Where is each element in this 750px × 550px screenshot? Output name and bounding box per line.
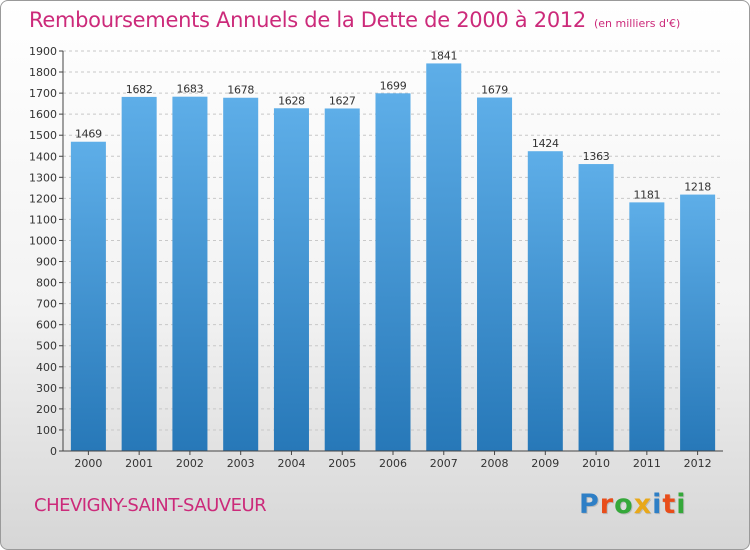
y-tick-label: 1300 bbox=[29, 171, 57, 184]
y-tick-label: 1400 bbox=[29, 150, 57, 163]
bar-2012 bbox=[680, 194, 716, 451]
x-tick-label: 2000 bbox=[74, 457, 102, 470]
data-label-2011: 1181 bbox=[633, 188, 660, 201]
x-tick-label: 2005 bbox=[328, 457, 356, 470]
bars: 1469 1682 1683 1678 1628 1627 1699 1841 1679 1424… bbox=[70, 49, 716, 452]
y-tick-label: 600 bbox=[36, 319, 57, 332]
bar-2001 bbox=[121, 96, 157, 451]
y-tick-label: 1800 bbox=[29, 66, 57, 79]
axes: 0 100 200 300 400 500 600 700 800 900 1000 1100 1200… bbox=[29, 45, 723, 470]
x-tick-label: 2009 bbox=[531, 457, 559, 470]
y-tick-label: 400 bbox=[36, 361, 57, 374]
y-tick-label: 200 bbox=[36, 403, 57, 416]
logo-letter: t bbox=[662, 489, 677, 520]
data-label-2000: 1469 bbox=[75, 128, 102, 141]
y-tick-label: 300 bbox=[36, 382, 57, 395]
data-label-2002: 1683 bbox=[177, 83, 204, 96]
bar-2005 bbox=[324, 108, 360, 451]
data-label-2003: 1678 bbox=[227, 84, 254, 97]
data-label-2009: 1424 bbox=[532, 137, 559, 150]
data-label-2005: 1627 bbox=[329, 94, 356, 107]
y-tick-label: 0 bbox=[50, 445, 57, 458]
data-label-2006: 1699 bbox=[380, 79, 407, 92]
title-text: Remboursements Annuels de la Dette de 20… bbox=[29, 8, 586, 32]
logo-letter: x bbox=[633, 489, 653, 520]
x-tick-label: 2012 bbox=[684, 457, 712, 470]
y-tick-label: 100 bbox=[36, 424, 57, 437]
bar-2008 bbox=[477, 97, 513, 452]
y-tick-label: 900 bbox=[36, 256, 57, 269]
bar-2006 bbox=[375, 93, 411, 451]
y-tick-label: 1500 bbox=[29, 129, 57, 142]
bar-2000 bbox=[70, 141, 106, 451]
x-tick-label: 2006 bbox=[379, 457, 407, 470]
bar-2004 bbox=[273, 108, 309, 452]
logo-letter: o bbox=[614, 489, 634, 520]
y-tick-label: 500 bbox=[36, 340, 57, 353]
data-label-2010: 1363 bbox=[583, 150, 610, 163]
chart-title: Remboursements Annuels de la Dette de 20… bbox=[29, 8, 680, 32]
logo-letter: i bbox=[652, 489, 663, 520]
y-tick-label: 1900 bbox=[29, 45, 57, 58]
logo-letter: P bbox=[579, 489, 600, 520]
logo-letter: r bbox=[599, 489, 615, 520]
x-tick-label: 2010 bbox=[582, 457, 610, 470]
bar-2009 bbox=[527, 151, 563, 452]
y-tick-label: 1200 bbox=[29, 192, 57, 205]
data-label-2007: 1841 bbox=[430, 49, 457, 62]
bar-2011 bbox=[629, 202, 665, 451]
proxiti-logo: Proxiti bbox=[579, 489, 687, 520]
bar-2010 bbox=[578, 164, 614, 452]
data-label-2008: 1679 bbox=[481, 84, 508, 97]
data-label-2012: 1218 bbox=[684, 181, 711, 194]
y-tick-label: 1000 bbox=[29, 234, 57, 247]
y-tick-label: 700 bbox=[36, 298, 57, 311]
x-tick-label: 2002 bbox=[176, 457, 204, 470]
x-tick-label: 2001 bbox=[125, 457, 153, 470]
bar-2002 bbox=[172, 96, 208, 452]
bar-2007 bbox=[426, 63, 462, 451]
y-tick-label: 1700 bbox=[29, 87, 57, 100]
y-tick-label: 800 bbox=[36, 277, 57, 290]
x-tick-label: 2004 bbox=[277, 457, 305, 470]
y-tick-label: 1100 bbox=[29, 213, 57, 226]
data-label-2001: 1682 bbox=[126, 83, 153, 96]
x-tick-label: 2008 bbox=[481, 457, 509, 470]
commune-name: CHEVIGNY-SAINT-SAUVEUR bbox=[34, 495, 267, 516]
x-tick-label: 2011 bbox=[633, 457, 661, 470]
logo-letter: i bbox=[676, 489, 687, 520]
data-label-2004: 1628 bbox=[278, 94, 305, 107]
title-unit: (en milliers d'€) bbox=[594, 17, 681, 30]
x-tick-label: 2007 bbox=[430, 457, 458, 470]
y-tick-label: 1600 bbox=[29, 108, 57, 121]
x-tick-label: 2003 bbox=[227, 457, 255, 470]
bar-2003 bbox=[223, 97, 259, 451]
